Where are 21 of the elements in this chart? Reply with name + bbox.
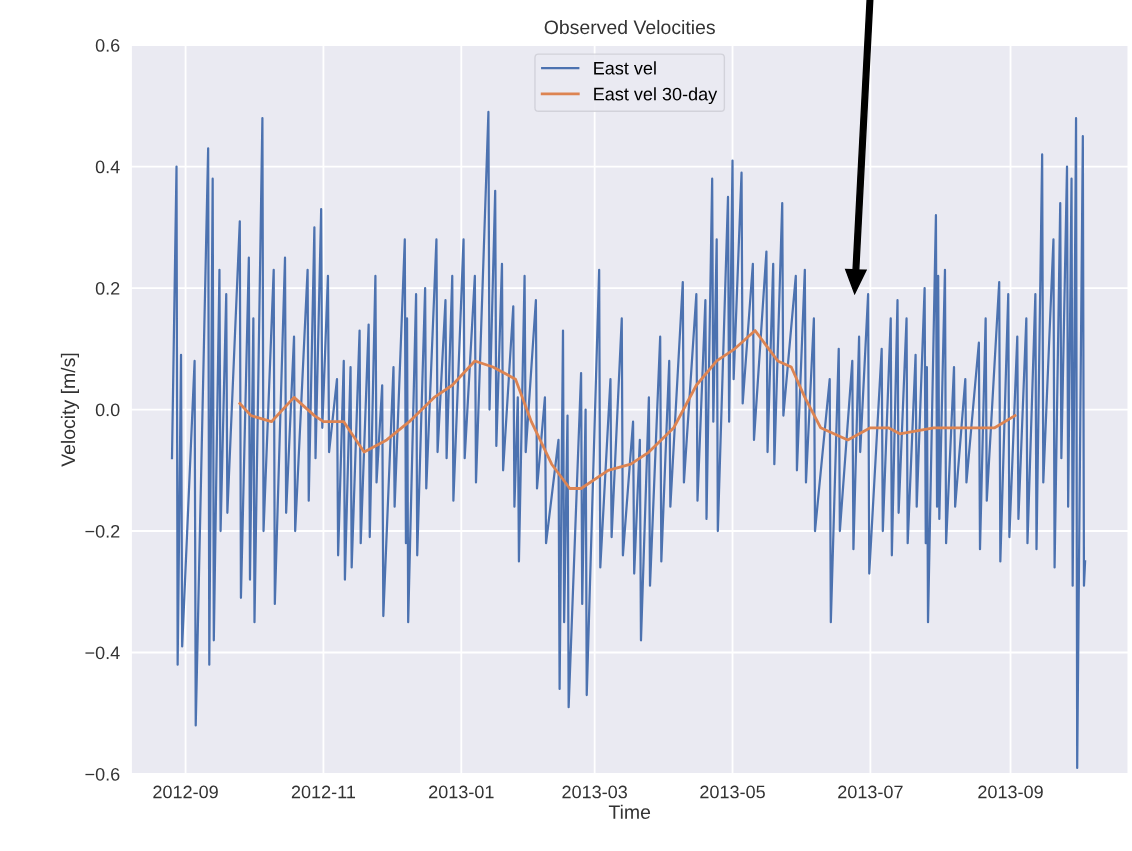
- y-axis-title: Velocity [m/s]: [60, 353, 79, 467]
- y-tick-label: 0.4: [95, 160, 120, 174]
- x-tick-label: 2012-11: [291, 785, 356, 799]
- legend-label: East vel: [594, 61, 656, 75]
- line-series: [238, 329, 1017, 490]
- y-tick-label: −0.2: [85, 524, 120, 538]
- x-axis-title: Time: [608, 804, 651, 819]
- x-tick-label: 2013-05: [700, 785, 765, 799]
- x-tick-label: 2013-07: [838, 785, 903, 799]
- x-tick-label: 2012-09: [153, 785, 218, 799]
- y-tick-label: 0.6: [95, 39, 120, 52]
- x-tick-label: 2013-01: [429, 785, 494, 799]
- legend-label: East vel 30-day: [594, 87, 718, 105]
- y-tick-label: 0.0: [95, 403, 120, 417]
- line-series: [170, 110, 1087, 770]
- chart-title: Observed Velocities: [544, 19, 715, 35]
- y-tick-label: 0.2: [95, 282, 120, 295]
- y-tick-label: −0.4: [85, 646, 120, 660]
- y-tick-label: −0.6: [85, 767, 120, 781]
- x-tick-label: 2013-03: [562, 785, 627, 799]
- x-tick-label: 2013-09: [978, 785, 1043, 799]
